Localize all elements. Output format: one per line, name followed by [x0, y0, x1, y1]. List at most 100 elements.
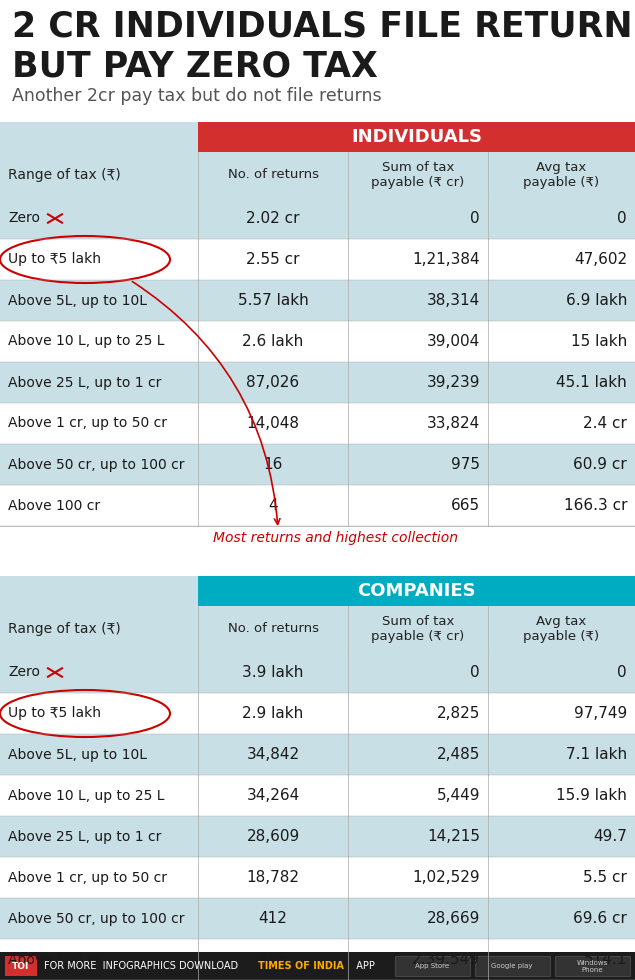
Text: Above 5L, up to 10L: Above 5L, up to 10L	[8, 748, 147, 761]
Text: Zero: Zero	[8, 665, 40, 679]
Text: Above 50 cr, up to 100 cr: Above 50 cr, up to 100 cr	[8, 911, 185, 925]
Bar	[348, 321, 488, 362]
Bar	[348, 403, 488, 444]
Bar	[198, 693, 348, 734]
Text: 412: 412	[258, 911, 288, 926]
Bar	[488, 939, 635, 980]
Bar	[0, 321, 198, 362]
Text: 15.9 lakh: 15.9 lakh	[556, 788, 627, 803]
Text: 2.4 cr: 2.4 cr	[583, 416, 627, 431]
Bar	[348, 239, 488, 280]
Bar	[348, 857, 488, 898]
Bar	[488, 239, 635, 280]
Text: 2.6 lakh: 2.6 lakh	[243, 334, 304, 349]
Text: 14,048: 14,048	[246, 416, 300, 431]
Text: 2,39,549: 2,39,549	[412, 952, 480, 967]
Bar	[0, 775, 198, 816]
Text: Above 1 cr, up to 50 cr: Above 1 cr, up to 50 cr	[8, 416, 167, 430]
Bar	[198, 362, 348, 403]
Text: 0: 0	[471, 211, 480, 226]
Text: Up to ₹5 lakh: Up to ₹5 lakh	[8, 253, 101, 267]
Text: APP: APP	[350, 961, 375, 971]
Bar	[198, 898, 348, 939]
Bar	[198, 857, 348, 898]
Text: Range of tax (₹): Range of tax (₹)	[8, 168, 121, 182]
Text: Avg tax
payable (₹): Avg tax payable (₹)	[523, 161, 599, 189]
Bar	[198, 734, 348, 775]
Bar	[348, 280, 488, 321]
Text: 28,609: 28,609	[246, 829, 300, 844]
Text: 28,669: 28,669	[427, 911, 480, 926]
Text: 39,004: 39,004	[427, 334, 480, 349]
Text: Above 5L, up to 10L: Above 5L, up to 10L	[8, 293, 147, 308]
Text: 6.9 lakh: 6.9 lakh	[566, 293, 627, 308]
Text: 0: 0	[617, 211, 627, 226]
Text: Above 1 cr, up to 50 cr: Above 1 cr, up to 50 cr	[8, 870, 167, 885]
Text: Avg tax
payable (₹): Avg tax payable (₹)	[523, 615, 599, 643]
Text: 60.9 cr: 60.9 cr	[573, 457, 627, 472]
Bar	[0, 939, 198, 980]
Bar	[488, 652, 635, 693]
Bar	[348, 693, 488, 734]
Text: Most returns and highest collection: Most returns and highest collection	[213, 531, 458, 545]
Bar	[348, 485, 488, 526]
Bar	[198, 775, 348, 816]
Bar	[0, 485, 198, 526]
Text: Range of tax (₹): Range of tax (₹)	[8, 622, 121, 636]
Bar	[0, 362, 198, 403]
Text: 34,264: 34,264	[246, 788, 300, 803]
Text: 15 lakh: 15 lakh	[571, 334, 627, 349]
Text: 39,239: 39,239	[427, 375, 480, 390]
Text: 34,842: 34,842	[246, 747, 300, 762]
Bar	[488, 444, 635, 485]
Text: Above 50 cr, up to 100 cr: Above 50 cr, up to 100 cr	[8, 458, 185, 471]
Bar	[0, 734, 198, 775]
Bar	[0, 576, 198, 606]
Text: Up to ₹5 lakh: Up to ₹5 lakh	[8, 707, 101, 720]
Bar	[0, 280, 198, 321]
Text: 2.9 lakh: 2.9 lakh	[243, 706, 304, 721]
Text: 0: 0	[617, 665, 627, 680]
Bar	[488, 606, 635, 652]
Bar	[488, 198, 635, 239]
Text: 69.6 cr: 69.6 cr	[573, 911, 627, 926]
Bar	[0, 816, 198, 857]
Text: 97,749: 97,749	[574, 706, 627, 721]
Text: 3.9 lakh: 3.9 lakh	[243, 665, 304, 680]
Bar	[198, 606, 348, 652]
Bar	[198, 816, 348, 857]
Text: 1,21,384: 1,21,384	[412, 252, 480, 267]
Bar	[198, 652, 348, 693]
Bar	[488, 280, 635, 321]
Bar	[348, 898, 488, 939]
Bar	[488, 898, 635, 939]
Bar	[198, 198, 348, 239]
Text: Above 25 L, up to 1 cr: Above 25 L, up to 1 cr	[8, 829, 161, 844]
Bar	[0, 952, 635, 980]
Text: 38,314: 38,314	[427, 293, 480, 308]
Text: 47,602: 47,602	[574, 252, 627, 267]
Text: 166.3 cr: 166.3 cr	[563, 498, 627, 513]
Text: 2.55 cr: 2.55 cr	[246, 252, 300, 267]
Text: No. of returns: No. of returns	[227, 622, 319, 635]
Text: No. of returns: No. of returns	[227, 169, 319, 181]
Text: 49.7: 49.7	[593, 829, 627, 844]
Text: 466: 466	[258, 952, 288, 967]
Text: TOI: TOI	[12, 961, 30, 970]
Bar	[488, 857, 635, 898]
Text: 18,782: 18,782	[246, 870, 300, 885]
Text: 975: 975	[451, 457, 480, 472]
Text: 5.5 cr: 5.5 cr	[583, 870, 627, 885]
Text: COMPANIES: COMPANIES	[357, 582, 476, 600]
Bar	[0, 122, 198, 152]
Bar	[348, 652, 488, 693]
Text: 16: 16	[264, 457, 283, 472]
Bar	[198, 576, 635, 606]
Bar	[488, 403, 635, 444]
Text: 87,026: 87,026	[246, 375, 300, 390]
Text: 1,02,529: 1,02,529	[412, 870, 480, 885]
Text: Zero: Zero	[8, 212, 40, 225]
Bar	[0, 693, 198, 734]
Bar	[198, 444, 348, 485]
Bar	[198, 939, 348, 980]
